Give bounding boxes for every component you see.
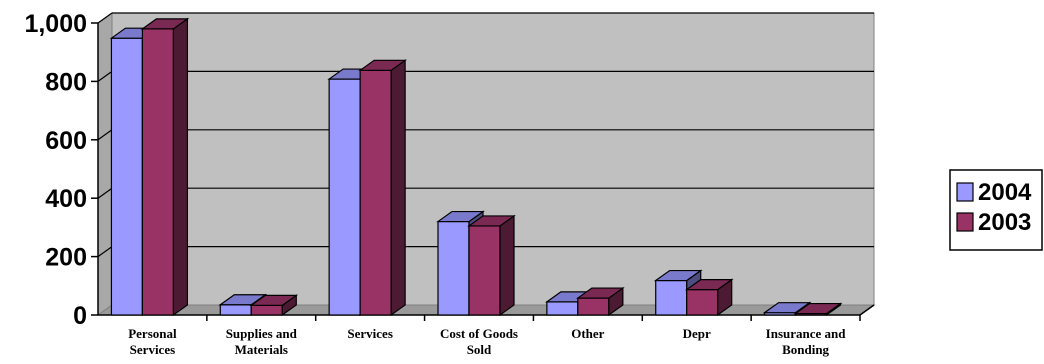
legend-swatch [956,182,974,202]
x-tick-label: Services [347,326,392,341]
bar-2003 [140,17,190,317]
x-axis-ticks: Personal Services Supplies and Materials Ser… [128,326,846,357]
bar-2003 [684,278,734,317]
bar-front [110,37,144,316]
gridline-side [97,129,113,141]
bar-top [436,210,485,223]
y-axis-ticks: 0 200 400 600 800 1,000 [24,10,87,330]
bar-2003 [249,294,299,317]
bar-front [546,301,579,316]
legend: 2004 2003 [949,169,1043,251]
y-tick-label: 1,000 [24,10,87,38]
bar-top [684,278,734,291]
x-tick-label: Supplies and Materials [226,326,298,357]
bar-2003 [358,59,408,317]
gridline-side [97,70,113,82]
bar-top [575,287,625,299]
y-tick-label: 0 [73,302,87,330]
gridline-side [97,12,113,24]
bar-front [468,225,501,316]
bar-top [762,302,812,314]
bar-front [141,28,175,316]
legend-swatch [956,212,974,232]
bar-side [390,59,406,317]
bar-top [358,59,408,71]
bars [109,17,843,317]
side-wall [97,12,113,316]
bar-front [577,297,610,316]
legend-label: 2004 [978,179,1032,206]
x-tick-label: Cost of Goods Sold [440,326,518,357]
x-tick-label: Depr [683,326,711,341]
bar-2003 [793,302,843,317]
bar-top [653,269,703,282]
bar-top [793,302,843,315]
bar-front [359,69,392,316]
floor-edge [859,304,875,316]
y-tick-label: 400 [45,185,87,213]
y-tick-label: 200 [45,244,87,272]
bar-front [250,304,283,316]
bar-top [249,294,299,306]
bar-2003 [467,214,516,317]
x-tick-label: Personal Services [128,326,177,357]
bar-side [499,214,515,317]
gridline-side [97,246,113,258]
bar-front [686,288,719,316]
y-tick-label: 800 [45,68,87,96]
y-tick-label: 600 [45,127,87,155]
bar-top [140,18,190,30]
bar-top [467,215,516,227]
gridline-side [97,187,113,199]
bar-2003 [575,286,625,317]
x-tick-label: Other [571,326,604,341]
bar-front [328,78,361,316]
legend-label: 2003 [978,209,1031,236]
bar-side [172,17,189,317]
bar-front [437,220,470,316]
bar-front [655,279,688,316]
x-tick-label: Insurance and Bonding [766,326,847,357]
bar-front [219,304,252,316]
